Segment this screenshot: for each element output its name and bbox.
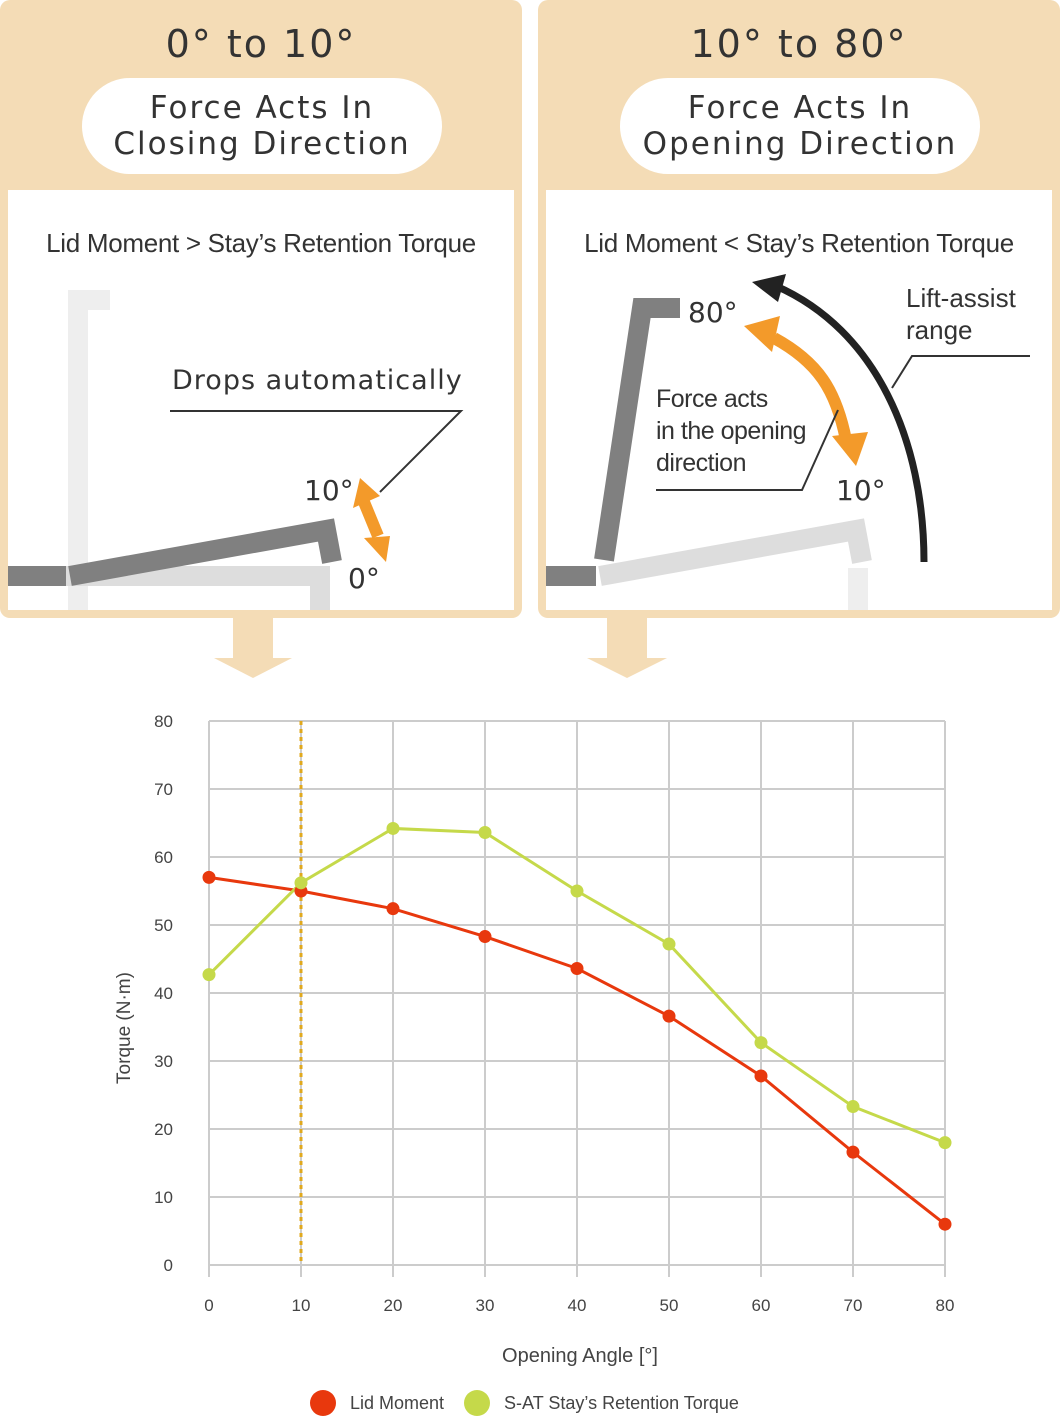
point-1-6	[754, 1036, 768, 1050]
y-axis-label: Torque (N·m)	[114, 972, 135, 1084]
lift-assist-line1: Lift-assist	[906, 283, 1016, 313]
legend-lid-moment: Lid Moment	[310, 1390, 444, 1416]
opening-pill-line2: Opening Direction	[642, 126, 958, 162]
point-0-0	[202, 870, 216, 884]
point-1-3	[478, 826, 492, 840]
point-0-3	[478, 930, 492, 944]
x-tick-4: 40	[568, 1296, 587, 1315]
closing-lid-illustration	[8, 290, 464, 610]
y-tick-2: 20	[154, 1120, 173, 1139]
point-1-5	[662, 937, 676, 951]
closing-pill-line1: Force Acts In	[149, 90, 375, 126]
force-acts-line1: Force acts	[656, 385, 768, 413]
point-1-8	[938, 1136, 952, 1150]
box-base-ghost	[66, 566, 330, 610]
lift-assist-line2: range	[906, 315, 973, 345]
point-1-7	[846, 1100, 860, 1114]
opening-double-arrow	[744, 316, 868, 466]
opening-angle-top: 80°	[688, 296, 738, 329]
y-tick-3: 30	[154, 1052, 173, 1071]
closing-direction-panel: 0° to 10° Force Acts In Closing Directio…	[0, 0, 522, 618]
opening-lid-illustration	[546, 274, 1030, 610]
point-1-0	[202, 968, 216, 982]
closed-lid-ghost	[598, 518, 872, 586]
lift-assist-label: Lift-assist range	[906, 282, 1016, 346]
closing-angle-bottom: 0°	[348, 562, 380, 595]
y-tick-8: 80	[154, 712, 173, 731]
x-tick-1: 10	[292, 1296, 311, 1315]
x-tick-3: 30	[476, 1296, 495, 1315]
open-lid-ghost	[68, 290, 110, 610]
chart-series	[202, 821, 952, 1231]
opening-range-title: 10° to 80°	[690, 22, 908, 66]
drops-callout-line	[170, 410, 464, 493]
legend-retention-torque: S-AT Stay’s Retention Torque	[464, 1390, 739, 1416]
x-axis-label: Opening Angle [°]	[502, 1345, 658, 1367]
opening-direction-panel: 10° to 80° Force Acts In Opening Directi…	[538, 0, 1060, 618]
point-0-8	[938, 1217, 952, 1231]
y-tick-1: 10	[154, 1188, 173, 1207]
y-tick-labels: 0 10 20 30 40 50 60 70 80	[154, 712, 173, 1275]
point-1-2	[386, 821, 400, 835]
open-lid	[594, 298, 680, 562]
point-0-7	[846, 1145, 860, 1159]
closing-subtitle: Lid Moment > Stay’s Retention Torque	[46, 228, 476, 258]
lift-assist-arrow	[774, 282, 928, 563]
y-tick-4: 40	[154, 984, 173, 1003]
chart-grid	[208, 720, 946, 1277]
torque-chart: 0 10 20 30 40 50 60 70 80 0 10 20 30 40 50 60 70 80 Open…	[114, 712, 954, 1367]
y-tick-7: 70	[154, 780, 173, 799]
point-0-5	[662, 1009, 676, 1023]
x-tick-6: 60	[752, 1296, 771, 1315]
opening-pill-line1: Force Acts In	[687, 90, 913, 126]
x-tick-0: 0	[204, 1296, 213, 1315]
point-0-2	[386, 902, 400, 916]
opening-direction-pill: Force Acts In Opening Direction	[620, 78, 980, 174]
force-acts-line3: direction	[656, 449, 747, 477]
closing-double-arrow	[353, 478, 390, 562]
point-1-1	[294, 876, 308, 890]
right-down-arrow	[587, 618, 667, 678]
legend-retention-swatch	[464, 1390, 491, 1416]
legend-lid-moment-label: Lid Moment	[350, 1392, 445, 1413]
legend-retention-label: S-AT Stay’s Retention Torque	[504, 1392, 739, 1413]
closing-lid	[68, 518, 342, 586]
x-tick-2: 20	[384, 1296, 403, 1315]
closing-pill-line2: Closing Direction	[113, 126, 411, 162]
force-acts-line2: in the opening	[656, 417, 807, 445]
opening-subtitle: Lid Moment < Stay’s Retention Torque	[584, 228, 1014, 258]
x-tick-5: 50	[660, 1296, 679, 1315]
force-acts-label: Force acts in the opening direction	[656, 383, 807, 479]
closing-range-title: 0° to 10°	[165, 22, 357, 66]
point-0-4	[570, 962, 584, 976]
opening-diagram: Lid Moment < Stay’s Retention Torque 80°	[546, 190, 1052, 610]
x-tick-7: 70	[844, 1296, 863, 1315]
flow-arrows	[214, 618, 667, 678]
lift-assist-callout-line	[891, 355, 1030, 389]
y-tick-0: 0	[164, 1256, 173, 1275]
y-tick-6: 60	[154, 848, 173, 867]
left-down-arrow	[214, 618, 292, 678]
point-1-4	[570, 884, 584, 898]
opening-angle-bottom: 10°	[836, 474, 886, 507]
x-tick-labels: 0 10 20 30 40 50 60 70 80	[204, 1296, 954, 1315]
closing-diagram: Lid Moment > Stay’s Retention Torque Dro…	[8, 190, 514, 610]
closing-angle-top: 10°	[304, 474, 354, 507]
chart-legend: Lid Moment S-AT Stay’s Retention Torque	[310, 1388, 759, 1418]
x-tick-8: 80	[936, 1296, 955, 1315]
force-callout-line	[656, 409, 839, 491]
closing-direction-pill: Force Acts In Closing Direction	[82, 78, 442, 174]
point-0-6	[754, 1069, 768, 1083]
y-tick-5: 50	[154, 916, 173, 935]
legend-lid-moment-swatch	[310, 1390, 336, 1416]
drops-automatically-label: Drops automatically	[172, 365, 463, 396]
